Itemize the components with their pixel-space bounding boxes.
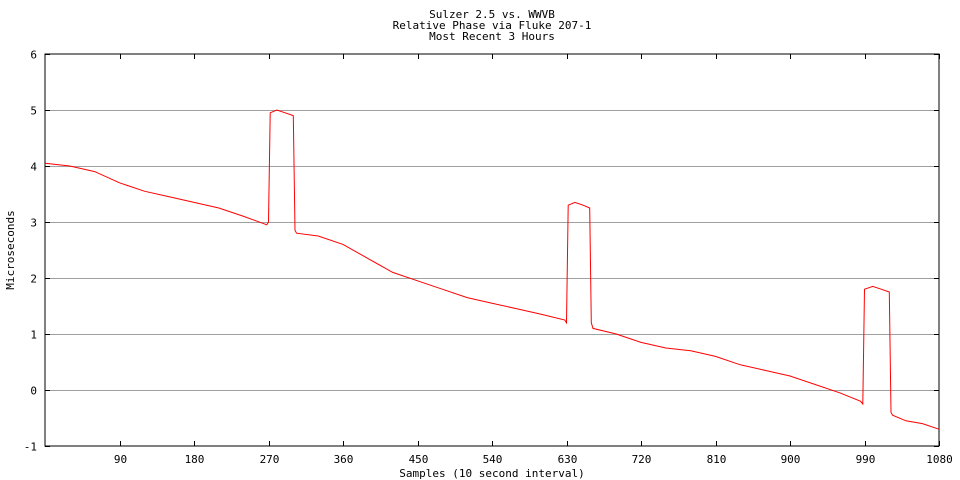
x-tick-label: 990 (856, 453, 876, 466)
y-tick-label: 3 (30, 217, 37, 230)
y-tick-label: 0 (30, 385, 37, 398)
x-axis: 90 180 270 360 450 540 630 720 810 900 990 1080 (114, 54, 953, 466)
x-tick-label: 1080 (926, 453, 953, 466)
x-tick-label: 180 (185, 453, 205, 466)
y-axis: -1 0 1 2 3 4 5 6 (24, 49, 939, 454)
y-tick-label: -1 (24, 441, 37, 454)
phase-series-line (44, 109, 940, 430)
y-tick-label: 5 (30, 105, 37, 118)
plot-frame (44, 53, 940, 447)
chart-title-line-2: Relative Phase via Fluke 207-1 (393, 19, 592, 32)
x-tick-label: 810 (707, 453, 727, 466)
y-tick-label: 4 (30, 161, 37, 174)
gridlines (45, 110, 939, 391)
chart-title-line-1: Sulzer 2.5 vs. WWVB (429, 8, 555, 21)
x-tick-label: 630 (558, 453, 578, 466)
y-tick-label: 2 (30, 273, 37, 286)
x-tick-label: 720 (632, 453, 652, 466)
x-tick-label: 90 (114, 453, 127, 466)
x-axis-label: Samples (10 second interval) (399, 467, 584, 480)
chart-title-line-3: Most Recent 3 Hours (429, 30, 555, 43)
x-tick-label: 360 (334, 453, 354, 466)
y-tick-label: 1 (30, 329, 37, 342)
x-tick-label: 900 (781, 453, 801, 466)
y-axis-label: Microseconds (4, 210, 17, 289)
x-tick-label: 450 (409, 453, 429, 466)
x-tick-label: 540 (483, 453, 503, 466)
series-layer (44, 109, 940, 430)
x-tick-label: 270 (260, 453, 280, 466)
y-tick-label: 6 (30, 49, 37, 62)
